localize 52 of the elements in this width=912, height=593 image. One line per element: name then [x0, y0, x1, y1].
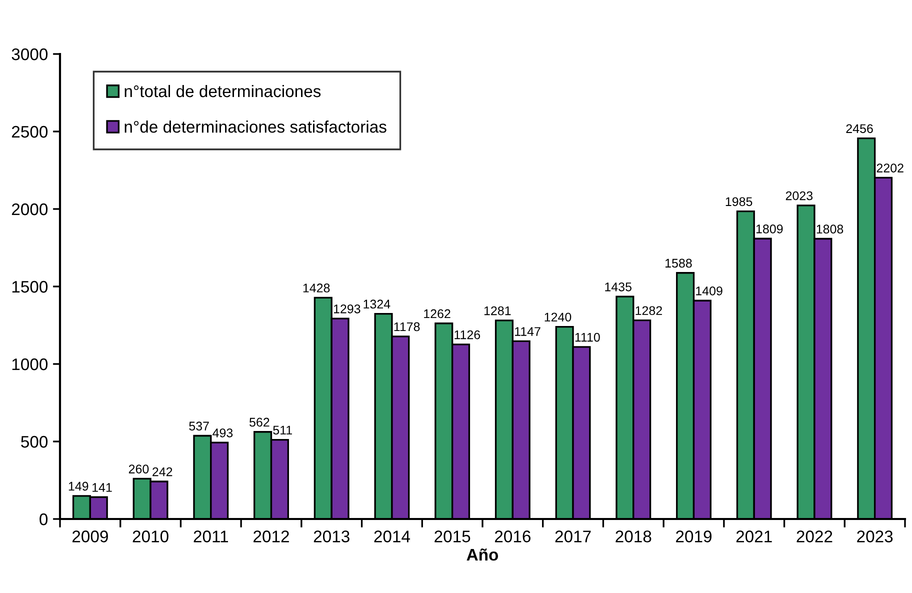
- data-label: 511: [273, 426, 292, 435]
- x-tick-label: 2019: [676, 530, 712, 542]
- data-label: 1588: [666, 258, 692, 268]
- data-label: 1293: [334, 304, 360, 314]
- data-label: 1809: [756, 224, 783, 234]
- y-tick-label: 2500: [12, 126, 48, 138]
- x-tick-label: 2014: [374, 530, 410, 542]
- data-label: 149: [68, 482, 88, 491]
- data-label: 1110: [575, 332, 600, 342]
- y-tick-label: 500: [21, 436, 48, 448]
- data-label: 1435: [605, 282, 632, 292]
- data-label: 2202: [876, 164, 904, 172]
- y-tick-label: 0: [40, 513, 48, 526]
- legend-label: n°total de determinaciones: [124, 84, 321, 98]
- data-label: 1262: [424, 309, 450, 318]
- x-tick-label: 2015: [434, 530, 470, 542]
- y-tick-label: 2000: [12, 203, 48, 216]
- data-label: 242: [152, 467, 172, 476]
- x-tick-label: 2021: [736, 530, 772, 542]
- x-tick-label: 2012: [254, 530, 289, 542]
- data-label: 141: [92, 483, 112, 492]
- data-label: 493: [212, 428, 233, 438]
- data-label: 1282: [636, 306, 662, 316]
- legend-label: n°de determinaciones satisfactorias: [124, 120, 386, 133]
- data-label: 1324: [364, 300, 390, 309]
- y-tick-label: 1000: [12, 358, 48, 370]
- data-label: 2456: [846, 124, 873, 134]
- data-label: 1409: [696, 286, 722, 296]
- data-label: 1147: [515, 327, 540, 336]
- x-tick-label: 2017: [555, 530, 591, 542]
- x-tick-label: 2013: [314, 530, 350, 542]
- x-tick-label: 2023: [857, 530, 893, 542]
- data-label: 562: [250, 418, 270, 427]
- x-tick-label: 2010: [132, 530, 168, 542]
- data-label: 537: [189, 422, 209, 431]
- x-axis-title: Año: [466, 548, 498, 561]
- x-tick-label: 2011: [194, 530, 228, 542]
- data-label: 260: [128, 464, 149, 474]
- x-tick-label: 2022: [796, 530, 832, 542]
- data-label: 1985: [726, 197, 752, 206]
- data-label: 2023: [786, 191, 813, 200]
- data-label: 1428: [303, 284, 330, 292]
- data-label: 1240: [544, 312, 572, 322]
- data-label: 1281: [484, 306, 511, 316]
- data-label: 1178: [394, 322, 420, 332]
- data-label: 1126: [454, 330, 480, 340]
- y-tick-label: 1500: [12, 280, 48, 293]
- x-tick-label: 2009: [72, 530, 108, 542]
- x-tick-label: 2016: [494, 530, 530, 542]
- y-tick-label: 3000: [12, 48, 48, 60]
- data-label: 1808: [816, 224, 844, 234]
- x-tick-label: 2018: [616, 530, 652, 542]
